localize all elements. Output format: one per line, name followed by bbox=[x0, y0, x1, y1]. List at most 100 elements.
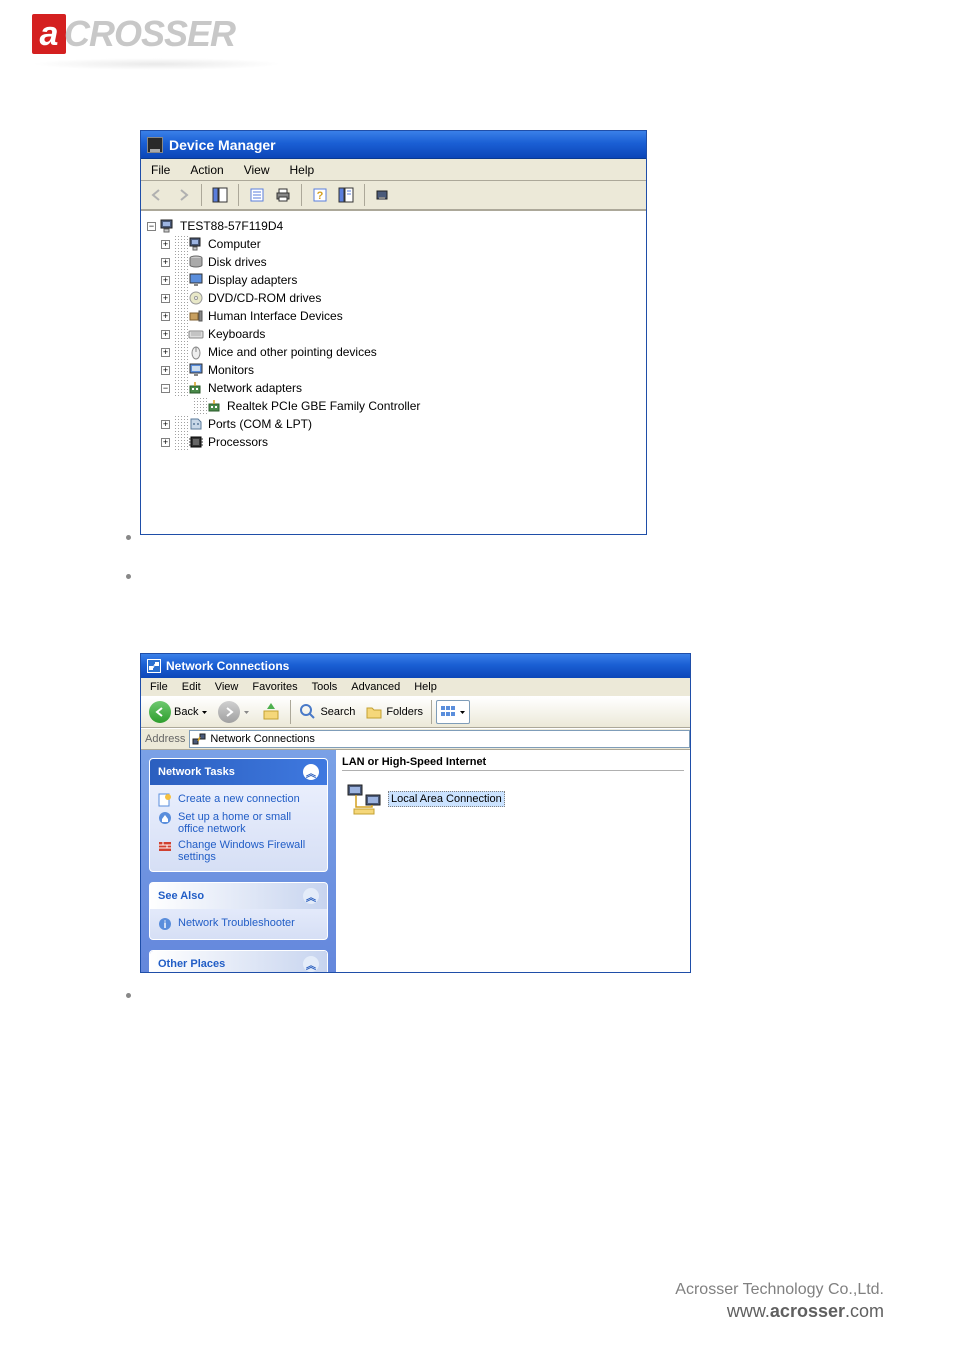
window-title: Device Manager bbox=[169, 137, 276, 153]
search-label: Search bbox=[320, 706, 355, 718]
search-button[interactable]: Search bbox=[295, 700, 359, 724]
menu-view[interactable]: View bbox=[208, 680, 246, 694]
titlebar[interactable]: Network Connections bbox=[141, 654, 690, 678]
menubar: File Edit View Favorites Tools Advanced … bbox=[141, 678, 690, 696]
panel-header[interactable]: Network Tasks ︽ bbox=[150, 759, 327, 785]
tree-connector bbox=[174, 307, 188, 325]
expand-icon[interactable]: + bbox=[161, 276, 170, 285]
tree-connector bbox=[174, 343, 188, 361]
create-connection-link[interactable]: Create a new connection bbox=[158, 791, 319, 809]
forward-button[interactable] bbox=[214, 700, 254, 724]
tree-node[interactable]: +Mice and other pointing devices bbox=[147, 343, 640, 361]
address-field[interactable]: Network Connections bbox=[189, 730, 690, 748]
expand-icon[interactable]: + bbox=[161, 294, 170, 303]
back-button[interactable] bbox=[145, 183, 169, 207]
disk-icon bbox=[188, 254, 204, 270]
menu-view[interactable]: View bbox=[234, 161, 280, 179]
toolbar-separator bbox=[201, 184, 202, 206]
tree-node[interactable]: +Monitors bbox=[147, 361, 640, 379]
firewall-icon bbox=[158, 839, 172, 853]
menubar: File Action View Help bbox=[141, 159, 646, 181]
hid-icon bbox=[188, 308, 204, 324]
tree-connector bbox=[174, 415, 188, 433]
logo-text: CROSSER bbox=[64, 14, 235, 54]
tree-node[interactable]: +Human Interface Devices bbox=[147, 307, 640, 325]
collapse-icon[interactable]: − bbox=[147, 222, 156, 231]
menu-advanced[interactable]: Advanced bbox=[344, 680, 407, 694]
forward-button[interactable] bbox=[171, 183, 195, 207]
expand-icon[interactable]: + bbox=[161, 330, 170, 339]
expand-icon[interactable]: + bbox=[161, 348, 170, 357]
svg-text:i: i bbox=[164, 920, 167, 931]
local-area-connection[interactable]: Local Area Connection bbox=[342, 779, 684, 819]
logo-shadow bbox=[32, 58, 282, 70]
scan-button[interactable] bbox=[334, 183, 358, 207]
display-icon bbox=[188, 272, 204, 288]
collapse-icon[interactable]: − bbox=[161, 384, 170, 393]
up-button[interactable] bbox=[256, 700, 286, 724]
menu-file[interactable]: File bbox=[143, 680, 175, 694]
keyboard-icon bbox=[188, 326, 204, 342]
panel-header[interactable]: Other Places ︽ bbox=[150, 951, 327, 973]
back-label: Back bbox=[174, 706, 198, 718]
see-also-panel: See Also ︽ i Network Troubleshooter bbox=[149, 882, 328, 940]
footer-url-suffix: .com bbox=[845, 1301, 884, 1321]
menu-edit[interactable]: Edit bbox=[175, 680, 208, 694]
uninstall-button[interactable] bbox=[371, 183, 395, 207]
setup-network-link[interactable]: Set up a home or small office network bbox=[158, 809, 319, 837]
expand-icon[interactable]: + bbox=[161, 240, 170, 249]
menu-favorites[interactable]: Favorites bbox=[245, 680, 304, 694]
tree-connector bbox=[174, 253, 188, 271]
mouse-icon bbox=[188, 344, 204, 360]
views-button[interactable] bbox=[436, 700, 470, 724]
menu-help[interactable]: Help bbox=[407, 680, 444, 694]
link-label: Set up a home or small office network bbox=[178, 811, 319, 835]
tree-node[interactable]: +DVD/CD-ROM drives bbox=[147, 289, 640, 307]
show-hide-tree-button[interactable] bbox=[208, 183, 232, 207]
cd-icon bbox=[188, 290, 204, 306]
address-label: Address bbox=[145, 733, 185, 745]
tree-node-label: Display adapters bbox=[208, 271, 297, 289]
tree-node[interactable]: + Display adapters bbox=[147, 271, 640, 289]
tree-node[interactable]: + Disk drives bbox=[147, 253, 640, 271]
tree-connector bbox=[193, 397, 207, 415]
troubleshooter-link[interactable]: i Network Troubleshooter bbox=[158, 915, 319, 933]
expand-icon[interactable]: + bbox=[161, 420, 170, 429]
tree-node[interactable]: +Computer bbox=[147, 235, 640, 253]
tree-node[interactable]: +Ports (COM & LPT) bbox=[147, 415, 640, 433]
menu-file[interactable]: File bbox=[141, 161, 180, 179]
folders-button[interactable]: Folders bbox=[361, 700, 427, 724]
connection-icon bbox=[346, 781, 382, 817]
expand-icon[interactable]: + bbox=[161, 258, 170, 267]
tree-node-label: Disk drives bbox=[208, 253, 267, 271]
back-button[interactable]: Back bbox=[145, 700, 212, 724]
up-icon bbox=[260, 701, 282, 723]
toolbar: Back Search Folders bbox=[141, 696, 690, 728]
expand-icon[interactable]: + bbox=[161, 312, 170, 321]
tree-leaf[interactable]: Realtek PCIe GBE Family Controller bbox=[147, 397, 640, 415]
toolbar-separator bbox=[238, 184, 239, 206]
tree-connector bbox=[174, 433, 188, 451]
tree-root[interactable]: − TEST88-57F119D4 bbox=[147, 217, 640, 235]
help-button[interactable]: ? bbox=[308, 183, 332, 207]
menu-action[interactable]: Action bbox=[180, 161, 233, 179]
panel-header[interactable]: See Also ︽ bbox=[150, 883, 327, 909]
computer-icon bbox=[160, 218, 176, 234]
network-connections-icon bbox=[192, 732, 206, 746]
expand-icon[interactable]: + bbox=[161, 366, 170, 375]
menu-help[interactable]: Help bbox=[280, 161, 325, 179]
back-icon bbox=[149, 701, 171, 723]
titlebar[interactable]: Device Manager bbox=[141, 131, 646, 159]
tree-node[interactable]: +Processors bbox=[147, 433, 640, 451]
print-button[interactable] bbox=[271, 183, 295, 207]
tree-connector bbox=[174, 379, 188, 397]
properties-button[interactable] bbox=[245, 183, 269, 207]
tree-node[interactable]: +Keyboards bbox=[147, 325, 640, 343]
window-body: Network Tasks ︽ Create a new connection … bbox=[141, 750, 690, 972]
footer-company: Acrosser Technology Co.,Ltd. bbox=[675, 1281, 884, 1299]
tree-node[interactable]: −Network adapters bbox=[147, 379, 640, 397]
firewall-settings-link[interactable]: Change Windows Firewall settings bbox=[158, 837, 319, 865]
expand-icon[interactable]: + bbox=[161, 438, 170, 447]
panel-body: i Network Troubleshooter bbox=[150, 909, 327, 939]
menu-tools[interactable]: Tools bbox=[305, 680, 345, 694]
